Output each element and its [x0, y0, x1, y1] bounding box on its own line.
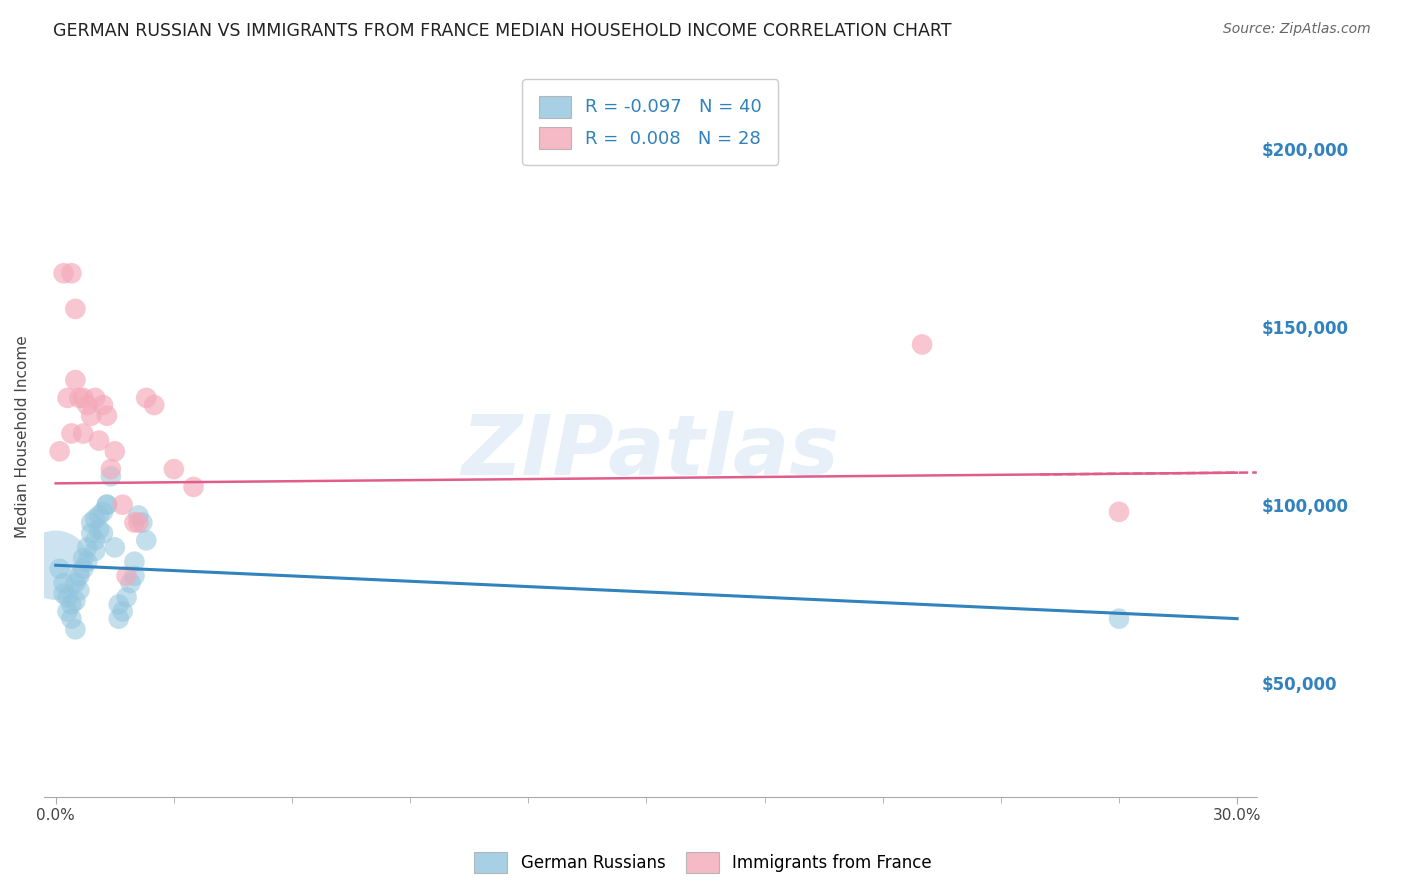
Point — [120, 576, 142, 591]
Point — [124, 569, 146, 583]
Point — [1108, 505, 1130, 519]
Point — [52, 266, 75, 280]
Y-axis label: Median Household Income: Median Household Income — [15, 335, 30, 539]
Point — [76, 555, 98, 569]
Legend: R = -0.097   N = 40, R =  0.008   N = 28: R = -0.097 N = 40, R = 0.008 N = 28 — [522, 79, 779, 165]
Point — [80, 526, 103, 541]
Point — [100, 469, 122, 483]
Point — [1108, 612, 1130, 626]
Point — [100, 462, 122, 476]
Point — [84, 512, 107, 526]
Text: ZIPatlas: ZIPatlas — [461, 411, 839, 492]
Point — [48, 444, 70, 458]
Point — [65, 594, 87, 608]
Point — [76, 398, 98, 412]
Text: GERMAN RUSSIAN VS IMMIGRANTS FROM FRANCE MEDIAN HOUSEHOLD INCOME CORRELATION CHA: GERMAN RUSSIAN VS IMMIGRANTS FROM FRANCE… — [53, 22, 952, 40]
Point — [91, 505, 114, 519]
Point — [56, 591, 79, 605]
Point — [96, 409, 118, 423]
Point — [65, 576, 87, 591]
Point — [127, 508, 149, 523]
Point — [65, 373, 87, 387]
Point — [107, 612, 129, 626]
Point — [84, 544, 107, 558]
Point — [96, 498, 118, 512]
Point — [48, 562, 70, 576]
Point — [111, 605, 134, 619]
Point — [135, 533, 157, 548]
Point — [60, 266, 83, 280]
Point — [60, 426, 83, 441]
Point — [87, 508, 110, 523]
Point — [67, 583, 90, 598]
Point — [56, 391, 79, 405]
Point — [115, 591, 138, 605]
Point — [65, 623, 87, 637]
Point — [72, 391, 94, 405]
Point — [67, 569, 90, 583]
Point — [65, 301, 87, 316]
Point — [72, 426, 94, 441]
Point — [45, 558, 67, 573]
Point — [84, 533, 107, 548]
Point — [60, 612, 83, 626]
Point — [911, 337, 934, 351]
Point — [91, 398, 114, 412]
Point — [87, 434, 110, 448]
Point — [163, 462, 186, 476]
Point — [183, 480, 205, 494]
Point — [124, 555, 146, 569]
Point — [84, 391, 107, 405]
Point — [91, 526, 114, 541]
Point — [104, 444, 127, 458]
Point — [96, 498, 118, 512]
Point — [111, 498, 134, 512]
Point — [76, 541, 98, 555]
Point — [124, 516, 146, 530]
Point — [52, 587, 75, 601]
Point — [80, 516, 103, 530]
Point — [135, 391, 157, 405]
Point — [143, 398, 166, 412]
Point — [104, 541, 127, 555]
Text: Source: ZipAtlas.com: Source: ZipAtlas.com — [1223, 22, 1371, 37]
Point — [131, 516, 153, 530]
Legend: German Russians, Immigrants from France: German Russians, Immigrants from France — [467, 846, 939, 880]
Point — [80, 409, 103, 423]
Point — [67, 391, 90, 405]
Point — [107, 598, 129, 612]
Point — [56, 605, 79, 619]
Point — [60, 598, 83, 612]
Point — [115, 569, 138, 583]
Point — [127, 516, 149, 530]
Point — [52, 576, 75, 591]
Point — [72, 562, 94, 576]
Point — [72, 551, 94, 566]
Point — [87, 523, 110, 537]
